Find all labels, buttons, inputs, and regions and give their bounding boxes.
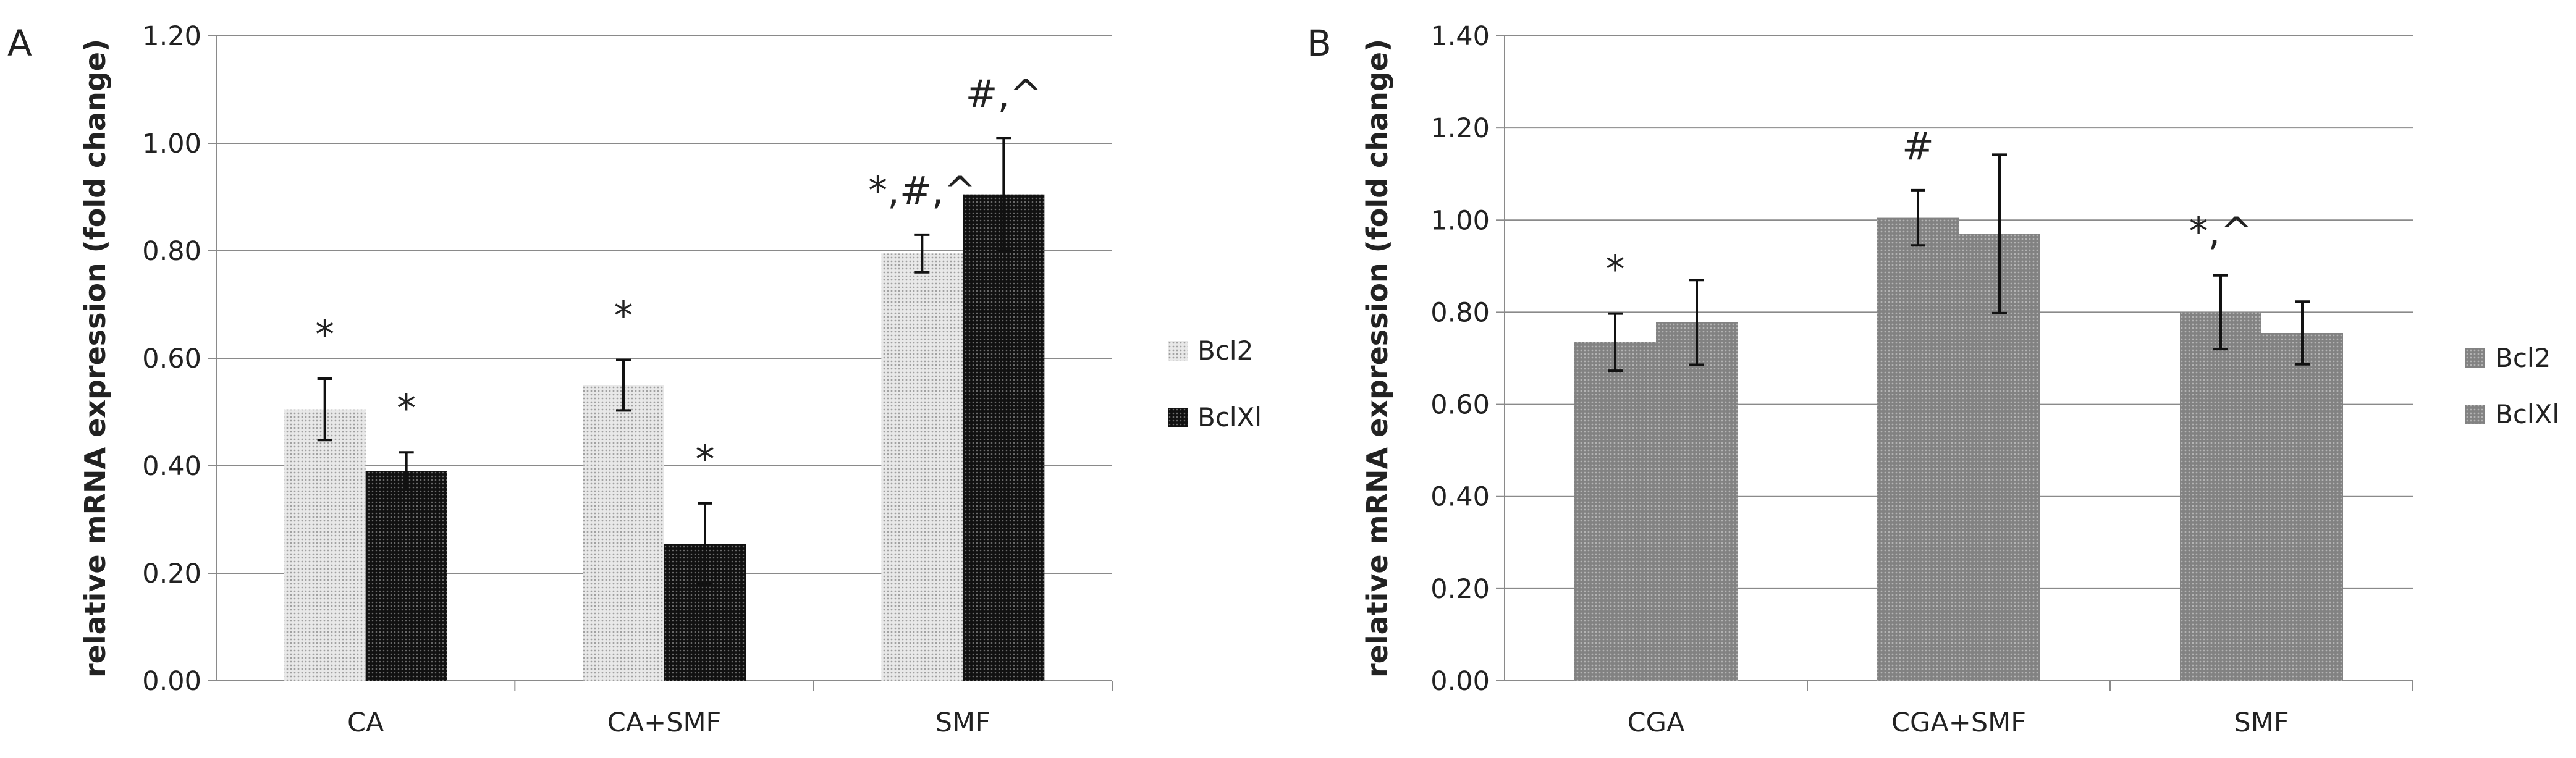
error-bar [914,233,930,274]
error-bar [616,358,631,412]
legend-swatch [1168,408,1188,427]
bar-bcl2-smf [881,253,963,681]
bar-bcl2-smf [2180,312,2261,681]
bar-bcl2-cga [1574,342,1656,681]
y-tick-label: 1.20 [1430,113,1490,144]
chart-panel-a: A 0.00 0.20 0.40 0.60 0.80 1.00 1.20 relative mR… [7,21,1262,738]
y-tick-label: 0.60 [142,343,201,374]
y-tick-label: 1.40 [1430,21,1490,52]
legend-label: BclXl [1197,402,1262,432]
y-tick-label: 0.60 [1430,390,1490,421]
significance-marker: * [397,385,416,431]
significance-marker: * [315,312,334,357]
panel-label: A [7,22,32,64]
x-tick-label: SMF [2234,707,2289,738]
y-axis-label: relative mRNA expression (fold change) [78,39,112,678]
error-bar [1608,312,1623,373]
x-tick-label: CGA+SMF [1891,707,2026,738]
error-bar [1911,188,1925,247]
y-tick-label: 0.00 [1430,666,1490,697]
y-tick-label: 0.80 [142,236,201,267]
bar-bclxl-smf [963,194,1045,681]
x-tick-label: CGA [1628,707,1685,738]
y-axis-label: relative mRNA expression (fold change) [1361,39,1394,678]
y-tick-label: 1.00 [1430,205,1490,236]
error-bar [317,377,332,442]
y-tick-label: 0.20 [142,558,201,589]
legend-label: Bcl2 [2495,343,2551,373]
error-bar [2295,300,2310,366]
significance-marker: * [1606,247,1625,292]
y-tick-label: 1.20 [142,21,201,52]
bar-bclxl-ca [365,471,447,681]
bar-bcl2-ca-smf [583,385,664,681]
significance-marker: * [696,437,715,482]
legend-swatch [2465,405,2485,424]
x-tick-label: CA [347,707,384,738]
legend-swatch [1168,341,1188,361]
y-tick-label: 0.40 [1430,482,1490,513]
x-tick-label: SMF [935,707,990,738]
y-tick-label: 0.00 [142,666,201,697]
error-bar [1689,279,1704,366]
error-bar [1992,153,2007,314]
bar-bcl2-cga-smf [1877,217,1959,681]
x-tick-label: CA+SMF [607,707,722,738]
chart-panel-b: B 0.00 0.20 0.40 0.60 0.80 1.00 1.20 1.40 relativ… [1307,21,2559,738]
y-tick-label: 0.40 [142,451,201,482]
error-bar [996,137,1011,252]
significance-marker: # [1902,124,1934,169]
legend-label: BclXl [2495,399,2559,429]
bar-bclxl-smf [2261,332,2343,681]
error-bar [698,502,712,586]
significance-marker: #,^ [966,71,1042,116]
significance-marker: *,#,^ [868,168,976,213]
error-bar [2213,274,2228,351]
panel-label: B [1307,22,1332,64]
significance-marker: * [614,293,633,339]
y-tick-label: 0.80 [1430,297,1490,328]
y-tick-label: 1.00 [142,128,201,159]
bar-bcl2-ca [284,409,366,681]
bar-bclxl-cga [1656,322,1738,681]
y-tick-label: 0.20 [1430,574,1490,605]
legend-label: Bcl2 [1197,335,1253,366]
error-bar [399,451,414,492]
legend-swatch [2465,348,2485,368]
significance-marker: *,^ [2189,209,2253,254]
